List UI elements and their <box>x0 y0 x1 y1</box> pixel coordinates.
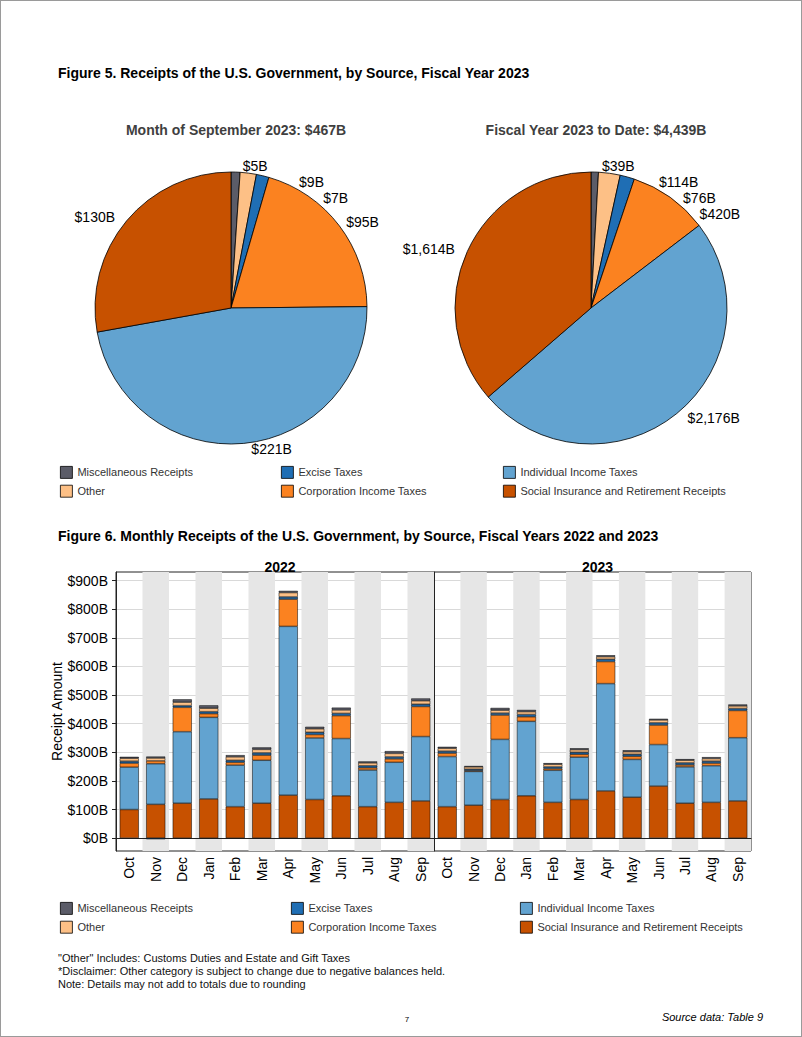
svg-text:Excise Taxes: Excise Taxes <box>298 466 362 478</box>
svg-text:Mar: Mar <box>254 857 270 881</box>
svg-text:Sep: Sep <box>730 857 746 882</box>
svg-text:Other: Other <box>77 921 105 933</box>
svg-text:Excise Taxes: Excise Taxes <box>308 902 372 914</box>
svg-text:Jul: Jul <box>677 857 693 875</box>
svg-text:Figure 5. Receipts of the U.S.: Figure 5. Receipts of the U.S. Governmen… <box>58 65 529 81</box>
svg-text:May: May <box>307 857 323 883</box>
svg-text:Apr: Apr <box>598 857 614 879</box>
svg-text:Feb: Feb <box>227 857 243 881</box>
svg-text:Dec: Dec <box>492 857 508 882</box>
svg-text:$420B: $420B <box>700 206 740 222</box>
svg-text:Aug: Aug <box>703 857 719 882</box>
svg-text:Jun: Jun <box>333 857 349 880</box>
svg-text:$1,614B: $1,614B <box>403 241 455 257</box>
svg-text:Other: Other <box>77 485 105 497</box>
svg-text:$200B: $200B <box>68 773 108 789</box>
svg-text:Jan: Jan <box>201 857 217 880</box>
svg-text:Sep: Sep <box>413 857 429 882</box>
svg-text:$800B: $800B <box>68 601 108 617</box>
svg-text:$300B: $300B <box>68 744 108 760</box>
svg-text:Oct: Oct <box>121 857 137 879</box>
svg-text:$400B: $400B <box>68 716 108 732</box>
svg-text:2022: 2022 <box>264 559 295 575</box>
svg-text:Apr: Apr <box>280 857 296 879</box>
svg-text:Corporation Income Taxes: Corporation Income Taxes <box>298 485 427 497</box>
svg-text:Dec: Dec <box>174 857 190 882</box>
svg-text:Social Insurance and Retiremen: Social Insurance and Retirement Receipts <box>520 485 726 497</box>
svg-text:$100B: $100B <box>68 802 108 818</box>
svg-text:Nov: Nov <box>466 857 482 882</box>
svg-text:Miscellaneous Receipts: Miscellaneous Receipts <box>77 466 193 478</box>
svg-text:$95B: $95B <box>346 214 379 230</box>
svg-text:$2,176B: $2,176B <box>688 410 740 426</box>
svg-text:Figure 6. Monthly Receipts of: Figure 6. Monthly Receipts of the U.S. G… <box>58 528 659 544</box>
svg-text:$76B: $76B <box>683 190 716 206</box>
svg-text:Social Insurance and Retiremen: Social Insurance and Retirement Receipts <box>537 921 743 933</box>
svg-text:Oct: Oct <box>439 857 455 879</box>
svg-text:7: 7 <box>405 1015 410 1024</box>
svg-text:Nov: Nov <box>148 857 164 882</box>
svg-text:Mar: Mar <box>571 857 587 881</box>
svg-text:Jan: Jan <box>518 857 534 880</box>
svg-text:Note: Details may not add to t: Note: Details may not add to totals due … <box>58 978 306 990</box>
svg-text:$500B: $500B <box>68 687 108 703</box>
svg-text:$221B: $221B <box>251 441 291 457</box>
svg-text:Individual Income Taxes: Individual Income Taxes <box>520 466 638 478</box>
svg-text:$700B: $700B <box>68 630 108 646</box>
svg-text:*Disclaimer: Other category is: *Disclaimer: Other category is subject t… <box>58 965 445 977</box>
svg-text:Source data: Table 9: Source data: Table 9 <box>662 1011 763 1023</box>
svg-text:Jul: Jul <box>360 857 376 875</box>
svg-text:$0B: $0B <box>83 830 108 846</box>
svg-text:$7B: $7B <box>323 190 348 206</box>
svg-text:$600B: $600B <box>68 658 108 674</box>
svg-text:"Other" Includes: Customs Duti: "Other" Includes: Customs Duties and Est… <box>58 952 350 964</box>
svg-text:Feb: Feb <box>545 857 561 881</box>
svg-text:Receipt Amount: Receipt Amount <box>49 662 65 761</box>
svg-text:Fiscal Year 2023 to Date: $4,4: Fiscal Year 2023 to Date: $4,439B <box>486 122 707 138</box>
svg-text:Individual Income Taxes: Individual Income Taxes <box>537 902 655 914</box>
svg-text:Month of September 2023: $467B: Month of September 2023: $467B <box>126 122 346 138</box>
svg-text:$130B: $130B <box>75 209 115 225</box>
svg-text:$5B: $5B <box>243 158 268 174</box>
svg-text:Miscellaneous Receipts: Miscellaneous Receipts <box>77 902 193 914</box>
svg-text:Jun: Jun <box>651 857 667 880</box>
svg-text:Aug: Aug <box>386 857 402 882</box>
svg-text:$39B: $39B <box>602 158 635 174</box>
svg-text:$9B: $9B <box>299 174 324 190</box>
svg-text:$114B: $114B <box>659 174 698 190</box>
svg-text:$900B: $900B <box>68 573 108 589</box>
svg-text:May: May <box>624 857 640 883</box>
svg-text:Corporation Income Taxes: Corporation Income Taxes <box>308 921 437 933</box>
svg-text:2023: 2023 <box>582 559 613 575</box>
